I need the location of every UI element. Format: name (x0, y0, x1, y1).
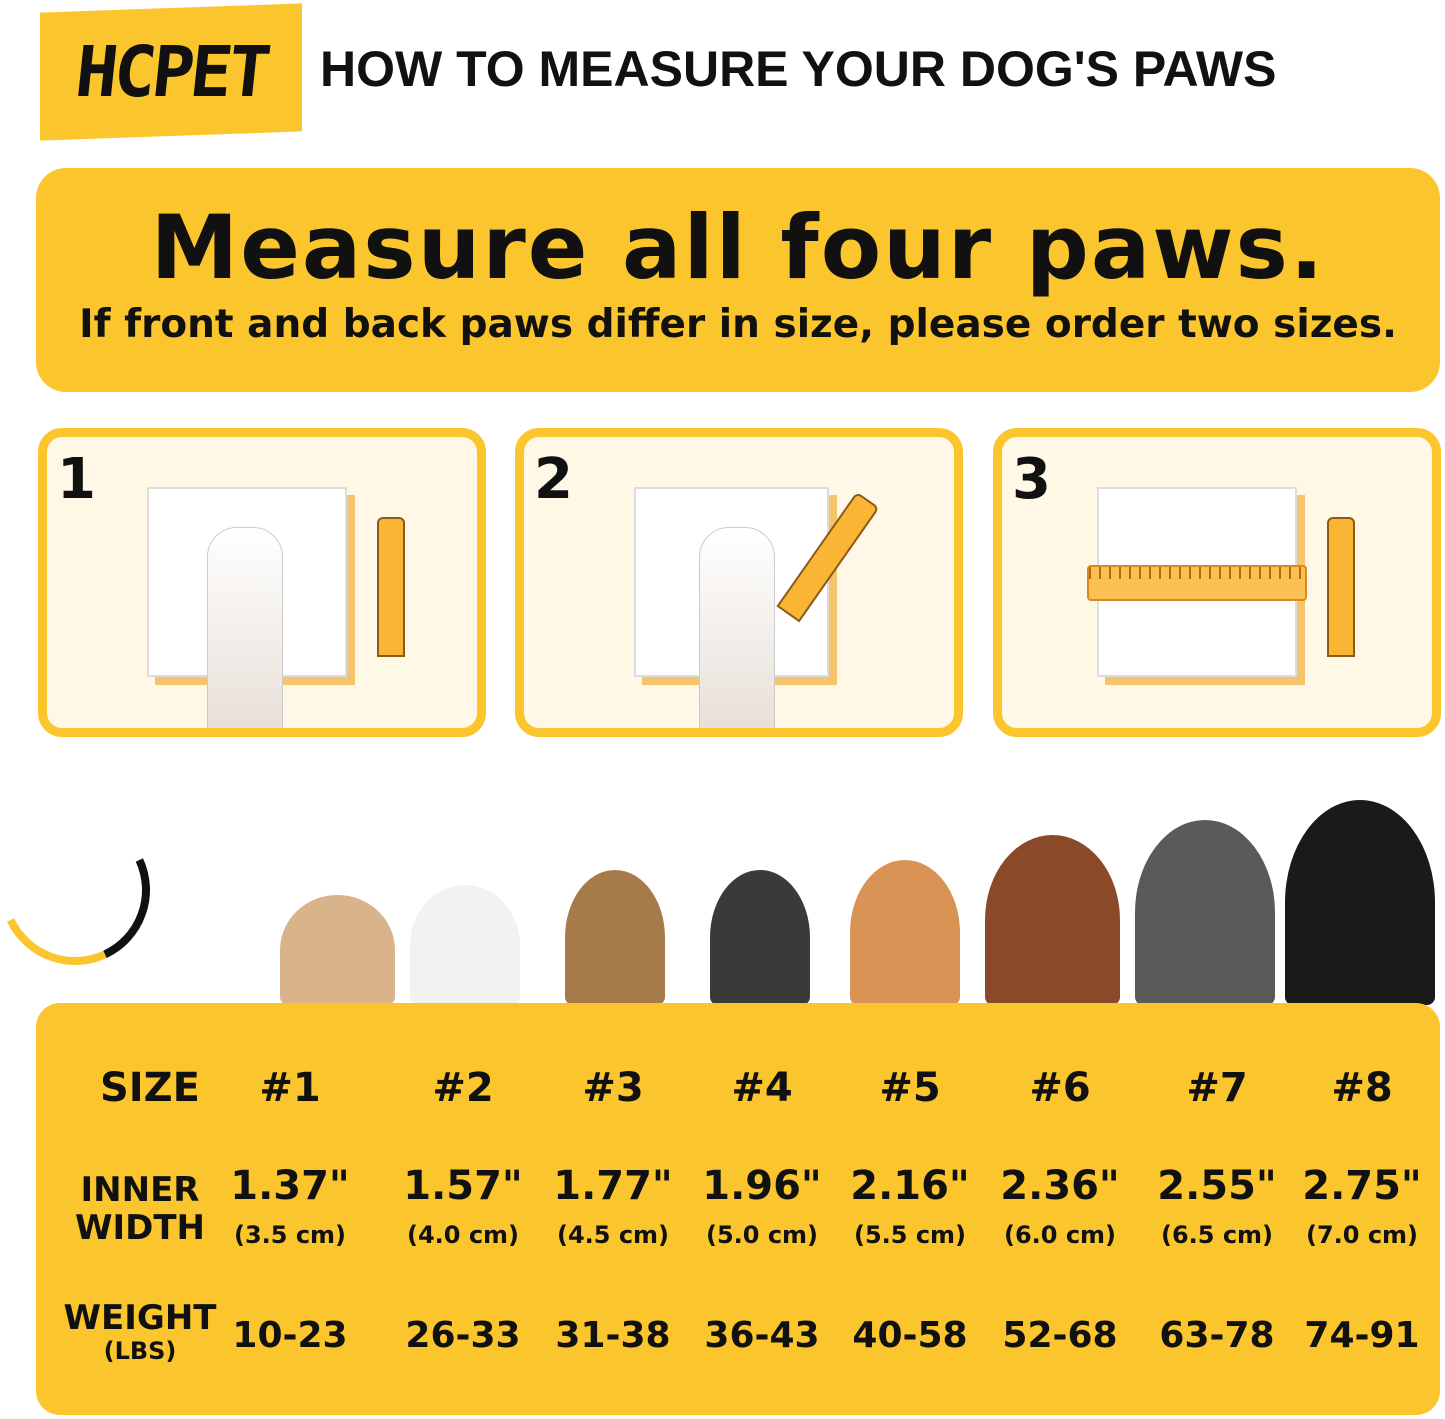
husky-image (1135, 820, 1275, 1005)
width-cm: (3.5 cm) (233, 1221, 347, 1249)
width-inches: 1.77" (553, 1163, 673, 1209)
width-inches: 2.55" (1157, 1163, 1277, 1209)
page-title: HOW TO MEASURE YOUR DOG'S PAWS (320, 41, 1277, 97)
dog-paw-illustration (207, 527, 283, 728)
shiba-image (850, 860, 960, 1005)
weight-range: 36-43 (704, 1315, 820, 1356)
schnauzer-image (710, 870, 810, 1005)
weight-range: 74-91 (1304, 1315, 1420, 1356)
size-value: #8 (1331, 1065, 1393, 1111)
size-chart: SIZE INNER WIDTH WEIGHT (LBS) #1 1.37" (3.5 … (36, 1003, 1440, 1415)
chihuahua-image (280, 895, 395, 1005)
width-cm: (7.0 cm) (1305, 1221, 1419, 1249)
width-cm: (5.5 cm) (853, 1221, 967, 1249)
width-cm: (6.0 cm) (1003, 1221, 1117, 1249)
size-value: #5 (879, 1065, 941, 1111)
width-inches: 1.57" (403, 1163, 523, 1209)
dog-paw-illustration (699, 527, 775, 728)
width-label-line: INNER (80, 1170, 200, 1210)
weight-range: 52-68 (1002, 1315, 1118, 1356)
bichon-image (410, 885, 520, 1005)
width-cm: (6.5 cm) (1160, 1221, 1274, 1249)
width-cm: (5.0 cm) (705, 1221, 819, 1249)
step-number: 1 (57, 447, 96, 512)
banner-subheading: If front and back paws differ in size, p… (79, 302, 1397, 347)
size-value: #7 (1186, 1065, 1248, 1111)
weight-range: 63-78 (1159, 1315, 1275, 1356)
ruler-icon (1087, 565, 1307, 601)
pencil-icon (377, 517, 405, 657)
brand-logo: HCPET (40, 3, 302, 141)
width-inches: 2.16" (850, 1163, 970, 1209)
yorkie-image (565, 870, 665, 1005)
weight-range: 10-23 (232, 1315, 348, 1356)
size-label: SIZE (99, 1065, 201, 1111)
width-inches: 2.36" (1000, 1163, 1120, 1209)
width-inches: 2.75" (1302, 1163, 1422, 1209)
weight-label: WEIGHT (LBS) (64, 1299, 217, 1365)
size-value: #6 (1029, 1065, 1091, 1111)
size-value: #4 (731, 1065, 793, 1111)
brand-name: HCPET (71, 30, 271, 113)
size-value: #3 (582, 1065, 644, 1111)
banner-heading: Measure all four paws. (150, 196, 1326, 299)
dog-breeds-row (0, 790, 1445, 1005)
step-3-panel: 3 (993, 428, 1441, 737)
rottweiler-image (1285, 800, 1435, 1005)
width-inches: 1.96" (702, 1163, 822, 1209)
size-value: #2 (432, 1065, 494, 1111)
weight-label-line: WEIGHT (63, 1298, 217, 1338)
instruction-banner: Measure all four paws. If front and back… (36, 168, 1440, 392)
width-cm: (4.0 cm) (406, 1221, 520, 1249)
width-label-line: WIDTH (74, 1208, 206, 1248)
step-number: 3 (1012, 447, 1051, 512)
step-1-panel: 1 (38, 428, 486, 737)
weight-range: 26-33 (405, 1315, 521, 1356)
width-cm: (4.5 cm) (556, 1221, 670, 1249)
size-value: #1 (259, 1065, 321, 1111)
width-label: INNER WIDTH (75, 1171, 205, 1247)
pencil-icon (1327, 517, 1355, 657)
weight-range: 31-38 (555, 1315, 671, 1356)
step-2-panel: 2 (515, 428, 963, 737)
australian-shepherd-image (985, 835, 1120, 1005)
weight-range: 40-58 (852, 1315, 968, 1356)
width-inches: 1.37" (230, 1163, 350, 1209)
step-number: 2 (534, 447, 573, 512)
weight-unit: (LBS) (103, 1337, 177, 1365)
